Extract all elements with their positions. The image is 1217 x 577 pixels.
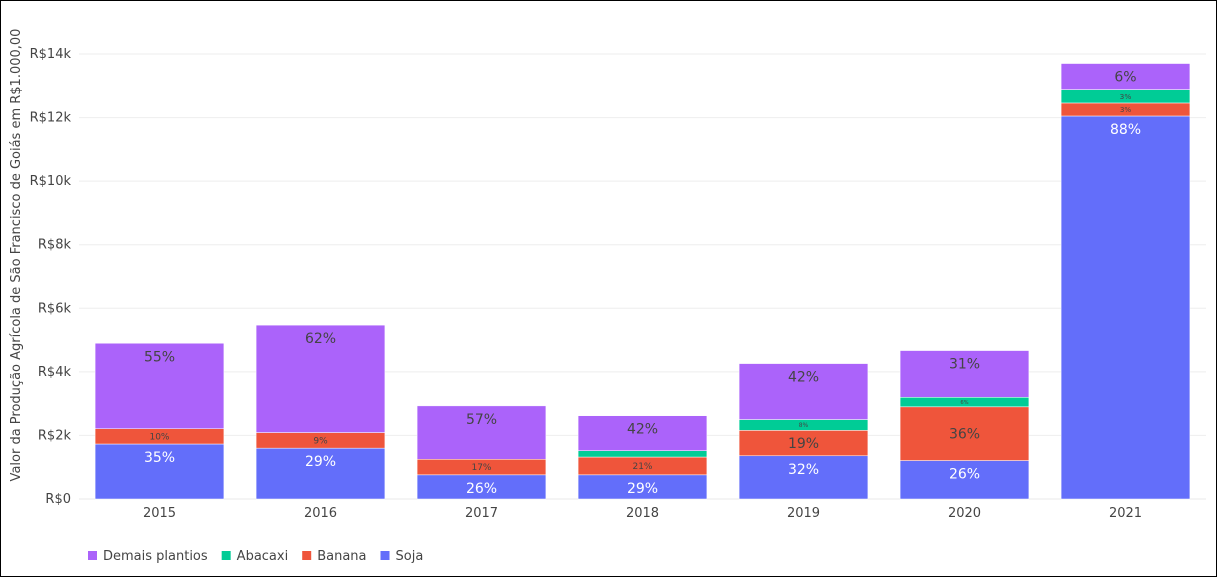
data-label: 10% <box>149 433 169 443</box>
data-label: 35% <box>144 450 175 466</box>
bar-banana <box>899 406 1030 461</box>
data-label: 21% <box>632 462 652 472</box>
legend-swatch <box>88 551 97 560</box>
y-tick-label: R$0 <box>45 492 71 507</box>
bar-demais-plantios <box>94 343 225 430</box>
bar-soja <box>1060 115 1191 500</box>
bar-soja <box>255 447 386 500</box>
data-label: 26% <box>466 481 497 497</box>
data-label: 29% <box>305 454 336 470</box>
legend-item: Abacaxi <box>237 549 289 564</box>
bar-soja <box>899 460 1030 500</box>
data-label: 3% <box>1120 105 1132 114</box>
y-tick-label: R$14k <box>30 47 72 62</box>
bar-soja <box>416 474 547 500</box>
x-tick-label: 2015 <box>143 506 176 521</box>
x-tick-label: 2017 <box>465 506 498 521</box>
data-label: 8% <box>799 422 809 429</box>
data-label: 36% <box>949 427 980 443</box>
data-label: 62% <box>305 331 336 347</box>
data-label: 31% <box>949 357 980 373</box>
y-tick-label: R$6k <box>38 301 72 316</box>
y-tick-label: R$10k <box>30 174 72 189</box>
legend-swatch <box>221 551 231 560</box>
y-axis-label: Valor da Produção Agrícola de São Franci… <box>9 29 24 482</box>
data-label: 9% <box>313 437 328 447</box>
bar-demais-plantios <box>1060 63 1191 90</box>
legend-swatch <box>380 551 390 560</box>
bar-soja <box>738 455 869 500</box>
data-label: 3% <box>1120 92 1132 101</box>
x-tick-label: 2021 <box>1109 506 1142 521</box>
data-label: 55% <box>144 349 175 365</box>
bar-demais-plantios <box>738 363 869 420</box>
y-axis-ticks: R$0 R$2k R$4k R$6k R$8k R$10k R$12k R$14k <box>30 47 72 507</box>
x-tick-label: 2016 <box>304 506 337 521</box>
y-tick-label: R$4k <box>38 365 72 380</box>
data-label: 17% <box>471 463 491 473</box>
bar-demais-plantios <box>255 324 386 433</box>
x-axis-ticks: 2015 2016 2017 2018 2019 2020 2021 <box>143 506 1142 521</box>
bar-soja <box>94 443 225 500</box>
x-tick-label: 2020 <box>948 506 981 521</box>
legend-item: Soja <box>396 549 424 564</box>
data-label: 57% <box>466 412 497 428</box>
y-tick-label: R$8k <box>38 238 72 253</box>
data-label: 42% <box>788 370 819 386</box>
bar-abacaxi <box>577 450 708 458</box>
data-label: 19% <box>788 436 819 452</box>
bar-banana <box>738 430 869 457</box>
data-label: 6% <box>1114 70 1136 86</box>
data-label: 42% <box>627 422 658 438</box>
y-tick-label: R$12k <box>30 111 72 126</box>
bar-demais-plantios <box>899 350 1030 398</box>
bars: 35% 10% 55% 29% 9% 62% 26% 17% 57% 29% 21% 42% 32% 19… <box>94 63 1191 500</box>
y-tick-label: R$2k <box>38 428 72 443</box>
data-label: 6% <box>960 400 968 406</box>
data-label: 88% <box>1110 122 1141 138</box>
data-label: 32% <box>788 462 819 478</box>
data-label: 26% <box>949 467 980 483</box>
legend-item: Demais plantios <box>103 549 208 564</box>
x-tick-label: 2019 <box>787 506 820 521</box>
legend-item: Banana <box>317 549 366 564</box>
bar-demais-plantios <box>416 405 547 460</box>
legend: Demais plantios Abacaxi Banana Soja <box>88 549 423 564</box>
legend-swatch <box>302 551 312 560</box>
x-tick-label: 2018 <box>626 506 659 521</box>
bar-demais-plantios <box>577 415 708 451</box>
data-label: 29% <box>627 481 658 497</box>
